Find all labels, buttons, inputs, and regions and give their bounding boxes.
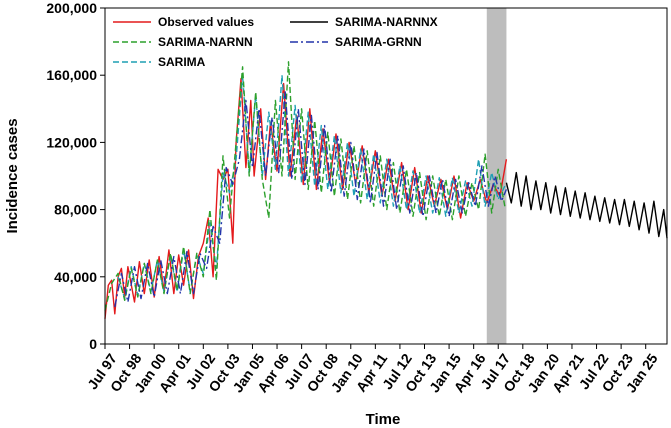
y-axis: 0 40,000 80,000 120,000 160,000 200,000 bbox=[46, 0, 105, 352]
y-tick-label: 0 bbox=[89, 336, 97, 352]
y-tick-label: 40,000 bbox=[54, 269, 97, 285]
legend-label: SARIMA bbox=[158, 55, 206, 69]
legend: Observed values SARIMA-NARNNX SARIMA-NARNN… bbox=[113, 15, 438, 69]
series-line-sarima-grnn bbox=[114, 91, 508, 308]
y-axis-title: Incidence cases bbox=[4, 118, 21, 233]
series-layer bbox=[104, 61, 668, 319]
legend-label: SARIMA-NARNNX bbox=[335, 15, 438, 29]
series-line-sarima-narnnx bbox=[505, 171, 668, 239]
y-tick-label: 120,000 bbox=[46, 134, 97, 150]
series-line-sarima-narnn bbox=[104, 61, 506, 311]
y-tick-label: 200,000 bbox=[46, 0, 97, 16]
plot-frame bbox=[104, 7, 668, 345]
highlight-region bbox=[486, 8, 507, 344]
y-tick-label: 160,000 bbox=[46, 67, 97, 83]
legend-label: SARIMA-GRNN bbox=[335, 35, 422, 49]
y-tick-label: 80,000 bbox=[54, 202, 97, 218]
x-axis-title: Time bbox=[366, 411, 401, 428]
series-line-sarima bbox=[117, 74, 506, 300]
legend-label: Observed values bbox=[158, 15, 254, 29]
legend-label: SARIMA-NARNN bbox=[158, 35, 253, 49]
